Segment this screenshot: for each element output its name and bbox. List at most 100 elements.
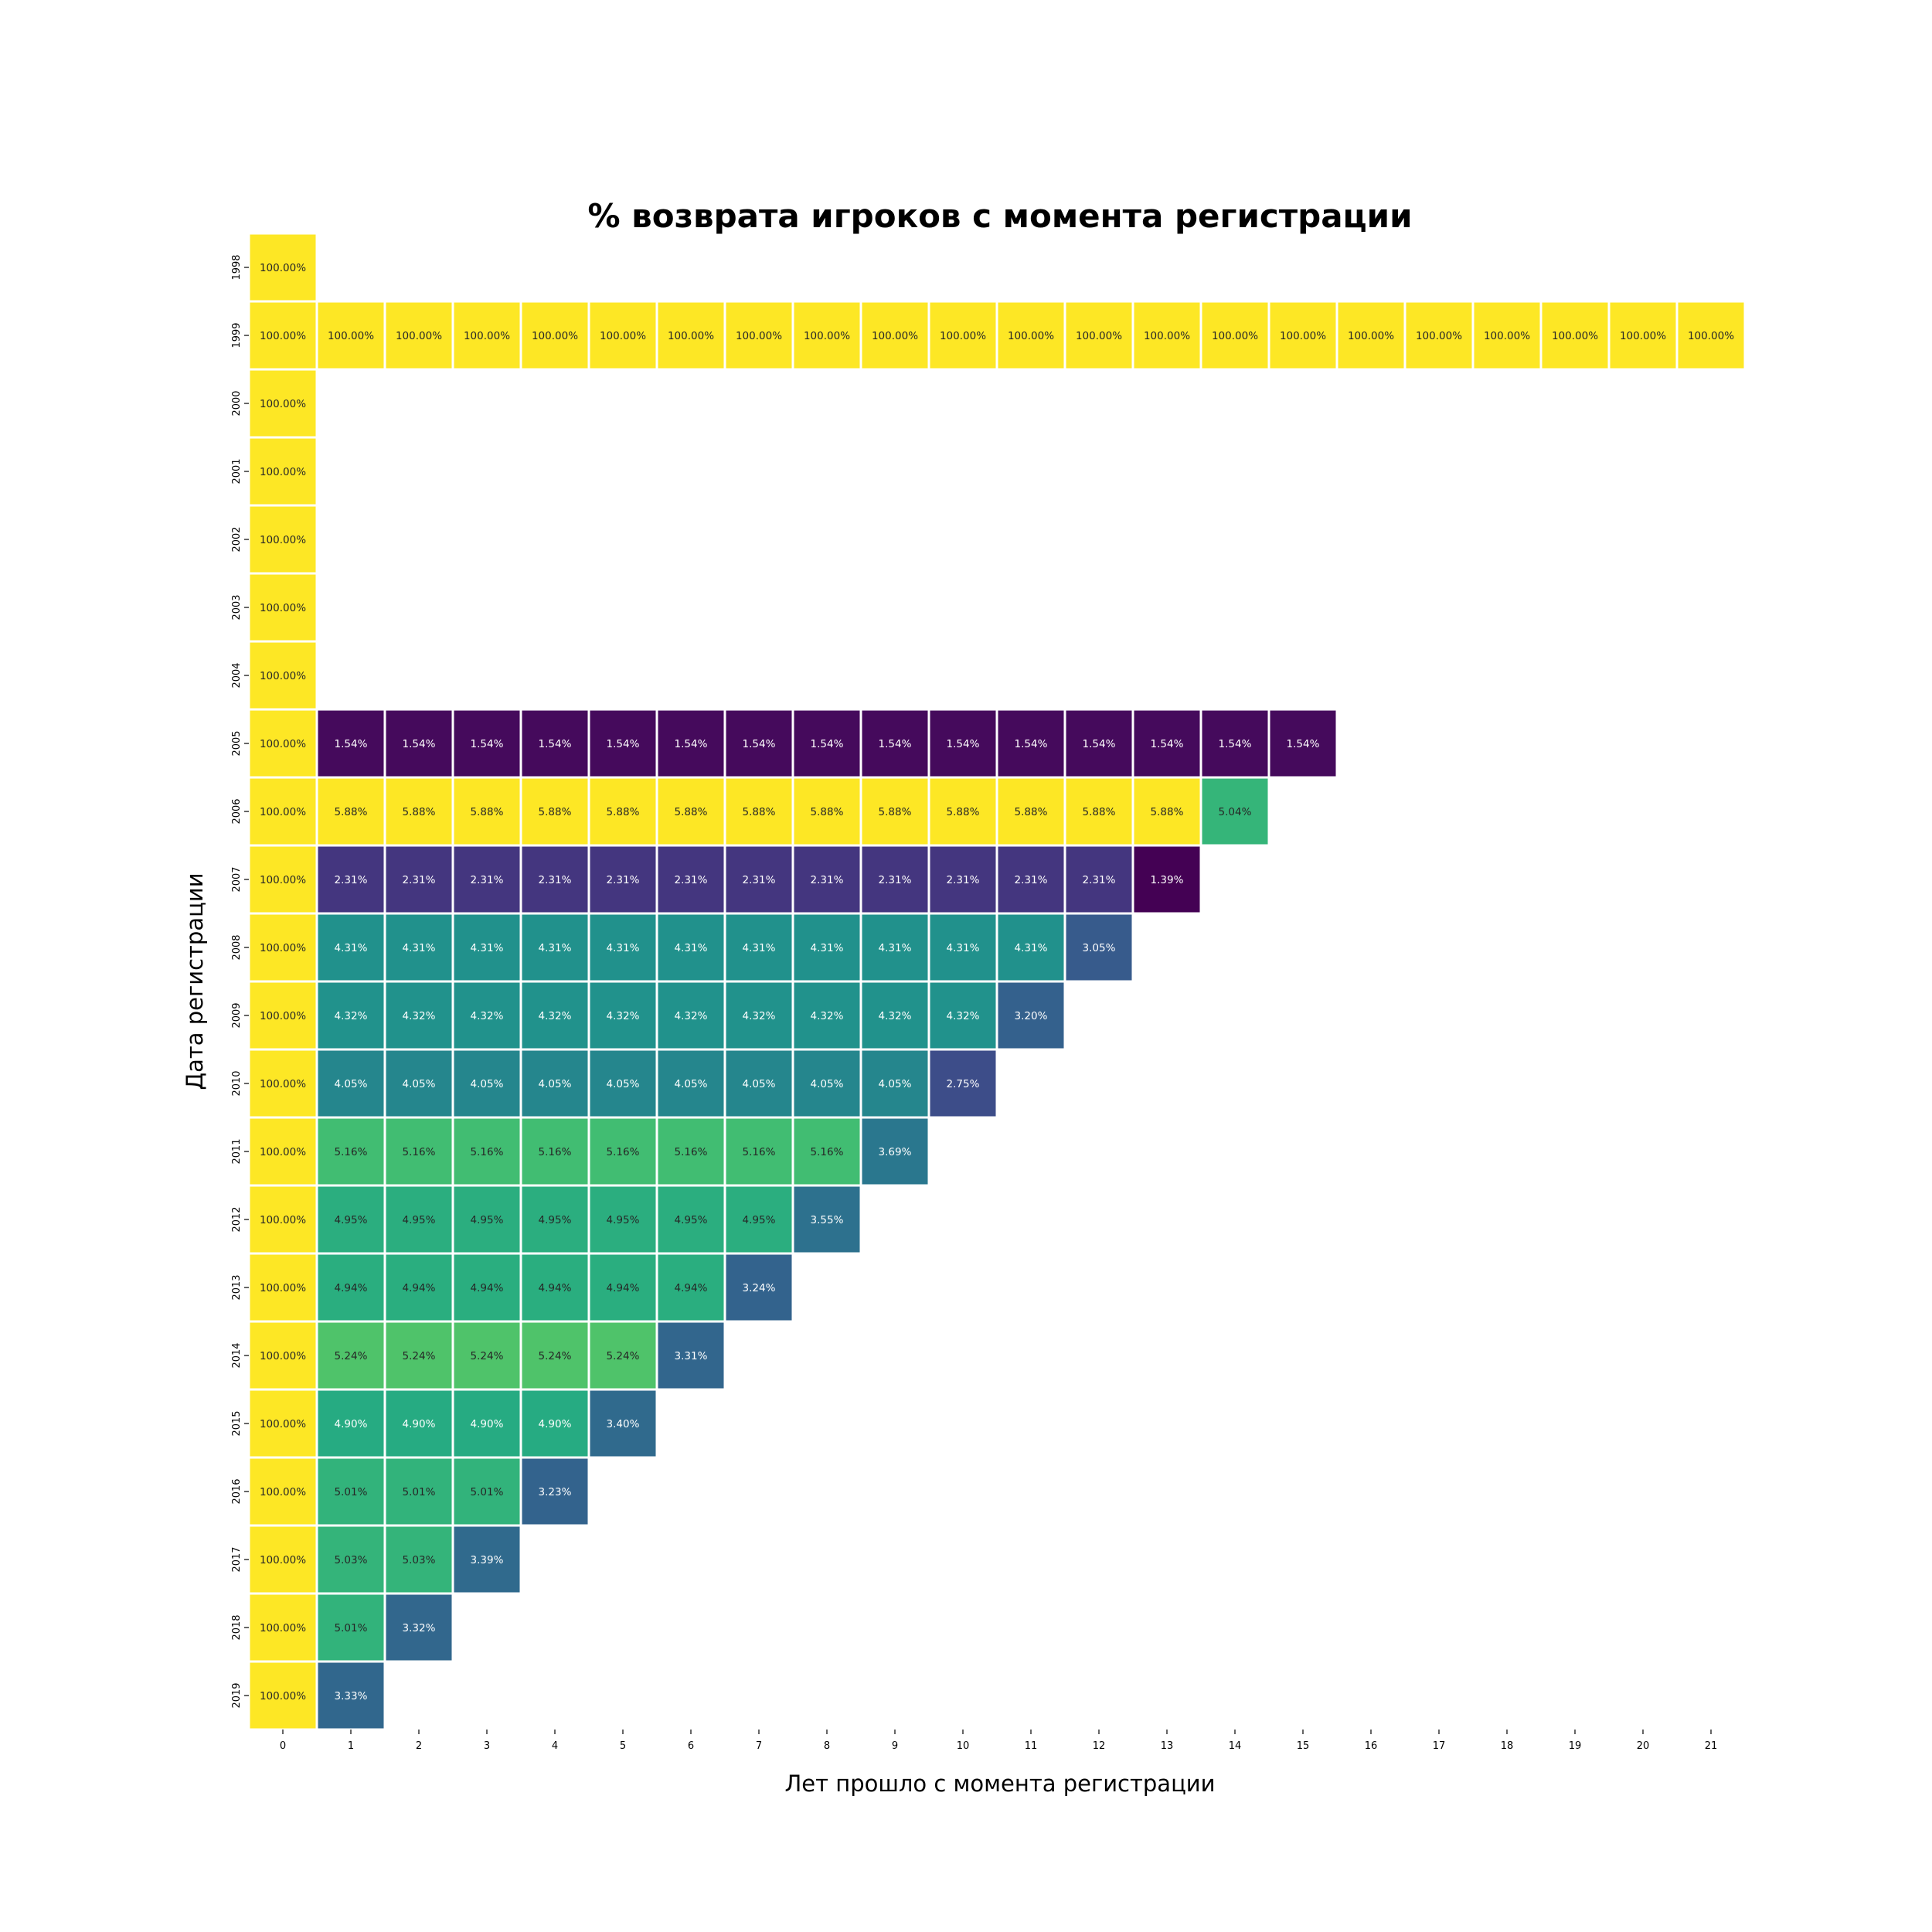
- heatmap-cell: [791, 1048, 862, 1119]
- heatmap-cell: [655, 776, 726, 847]
- heatmap-cell: [1131, 776, 1202, 847]
- heatmap-cell: [995, 776, 1066, 847]
- y-tick-label: 2001: [231, 458, 243, 484]
- y-tick-label: 2005: [231, 730, 243, 756]
- heatmap-cell: [995, 300, 1066, 371]
- cell-value-label: 4.05%: [471, 1078, 504, 1090]
- cell-value-label: 5.88%: [539, 806, 572, 818]
- x-tick-label: 6: [688, 1740, 694, 1752]
- cell-value-label: 100.00%: [260, 806, 306, 818]
- y-axis-label: Дата регистрации: [182, 872, 208, 1090]
- cell-value-label: 3.32%: [403, 1622, 436, 1634]
- cell-value-label: 5.24%: [403, 1350, 436, 1362]
- y-tick-label: 2014: [231, 1342, 243, 1368]
- cell-value-label: 4.31%: [1015, 942, 1048, 954]
- heatmap-cell: [995, 980, 1066, 1051]
- x-axis-label: Лет прошло с момента регистрации: [784, 1770, 1215, 1797]
- cell-value-label: 100.00%: [260, 330, 306, 342]
- cell-value-label: 4.94%: [335, 1282, 368, 1294]
- cell-value-label: 100.00%: [1212, 330, 1258, 342]
- cell-value-label: 1.54%: [1287, 738, 1320, 750]
- y-tick-label: 2003: [231, 594, 243, 620]
- heatmap-cells: [247, 232, 1747, 1731]
- cell-value-label: 5.01%: [335, 1486, 368, 1498]
- heatmap-cell: [995, 912, 1066, 983]
- cell-value-label: 4.94%: [539, 1282, 572, 1294]
- x-tick-label: 7: [756, 1740, 762, 1752]
- heatmap-cell: [1131, 844, 1202, 915]
- cell-value-label: 100.00%: [532, 330, 578, 342]
- heatmap-cell: [1199, 708, 1270, 779]
- cell-value-label: 1.39%: [1151, 874, 1184, 886]
- cell-value-label: 4.31%: [743, 942, 776, 954]
- cell-value-label: 5.01%: [403, 1486, 436, 1498]
- x-tick-label: 11: [1025, 1740, 1038, 1752]
- heatmap-cell: [247, 504, 318, 575]
- heatmap-cell: [315, 708, 386, 779]
- cell-value-label: 5.16%: [471, 1146, 504, 1158]
- x-tick-label: 1: [348, 1740, 354, 1752]
- cell-value-label: 4.95%: [403, 1214, 436, 1226]
- cell-value-label: 4.05%: [743, 1078, 776, 1090]
- cell-value-label: 4.95%: [471, 1214, 504, 1226]
- cell-value-label: 100.00%: [1552, 330, 1598, 342]
- heatmap-cell: [315, 1048, 386, 1119]
- heatmap-cell: [655, 912, 726, 983]
- cell-value-label: 2.31%: [403, 874, 436, 886]
- cell-value-label: 1.54%: [539, 738, 572, 750]
- cell-value-label: 4.32%: [335, 1010, 368, 1022]
- cell-value-label: 100.00%: [260, 1282, 306, 1294]
- cell-value-label: 2.75%: [947, 1078, 980, 1090]
- x-tick-label: 10: [957, 1740, 970, 1752]
- y-tick-label: 1998: [231, 254, 243, 280]
- y-tick-label: 2008: [231, 934, 243, 960]
- cell-value-label: 5.88%: [471, 806, 504, 818]
- heatmap-cell: [791, 300, 862, 371]
- heatmap-cell: [383, 1184, 454, 1255]
- cell-value-label: 4.94%: [607, 1282, 640, 1294]
- cell-value-label: 2.31%: [607, 874, 640, 886]
- cell-value-label: 5.24%: [471, 1350, 504, 1362]
- cell-value-label: 4.31%: [607, 942, 640, 954]
- heatmap-cell: [791, 1184, 862, 1255]
- cell-value-label: 5.88%: [1151, 806, 1184, 818]
- cell-value-label: 100.00%: [804, 330, 850, 342]
- heatmap-cell: [1267, 300, 1338, 371]
- cell-value-label: 1.54%: [335, 738, 368, 750]
- cell-value-label: 5.88%: [947, 806, 980, 818]
- y-tick-label: 2010: [231, 1070, 243, 1096]
- heatmap-cell: [1131, 300, 1202, 371]
- cell-value-label: 5.88%: [335, 806, 368, 818]
- cell-value-label: 4.32%: [403, 1010, 436, 1022]
- cell-value-label: 4.94%: [675, 1282, 708, 1294]
- cell-value-label: 100.00%: [260, 534, 306, 546]
- heatmap-cell: [655, 1320, 726, 1391]
- cell-value-label: 4.90%: [539, 1418, 572, 1430]
- heatmap-cell: [859, 980, 930, 1051]
- cell-value-label: 100.00%: [1280, 330, 1326, 342]
- heatmap-cell: [1063, 912, 1134, 983]
- y-axis-ticks: 1998 1999 2000 2001 2002 2003 2004 2005 2006 2007…: [231, 254, 249, 1709]
- heatmap-cell: [1063, 844, 1134, 915]
- cell-value-label: 1.54%: [1015, 738, 1048, 750]
- cell-value-label: 1.54%: [879, 738, 912, 750]
- cell-value-label: 100.00%: [260, 670, 306, 682]
- y-tick-label: 2011: [231, 1138, 243, 1164]
- cell-value-label: 100.00%: [260, 602, 306, 614]
- y-tick-label: 2019: [231, 1682, 243, 1708]
- cell-value-label: 100.00%: [260, 1418, 306, 1430]
- cell-value-label: 5.01%: [335, 1622, 368, 1634]
- x-tick-label: 18: [1501, 1740, 1514, 1752]
- x-tick-label: 12: [1093, 1740, 1106, 1752]
- x-tick-label: 13: [1161, 1740, 1174, 1752]
- cell-value-label: 4.31%: [403, 942, 436, 954]
- cell-value-label: 4.31%: [539, 942, 572, 954]
- cell-value-label: 100.00%: [668, 330, 714, 342]
- heatmap-cell: [927, 776, 998, 847]
- cell-value-label: 5.88%: [1015, 806, 1048, 818]
- cell-value-label: 1.54%: [403, 738, 436, 750]
- heatmap-cell: [859, 300, 930, 371]
- cell-value-label: 1.54%: [675, 738, 708, 750]
- x-tick-label: 9: [892, 1740, 898, 1752]
